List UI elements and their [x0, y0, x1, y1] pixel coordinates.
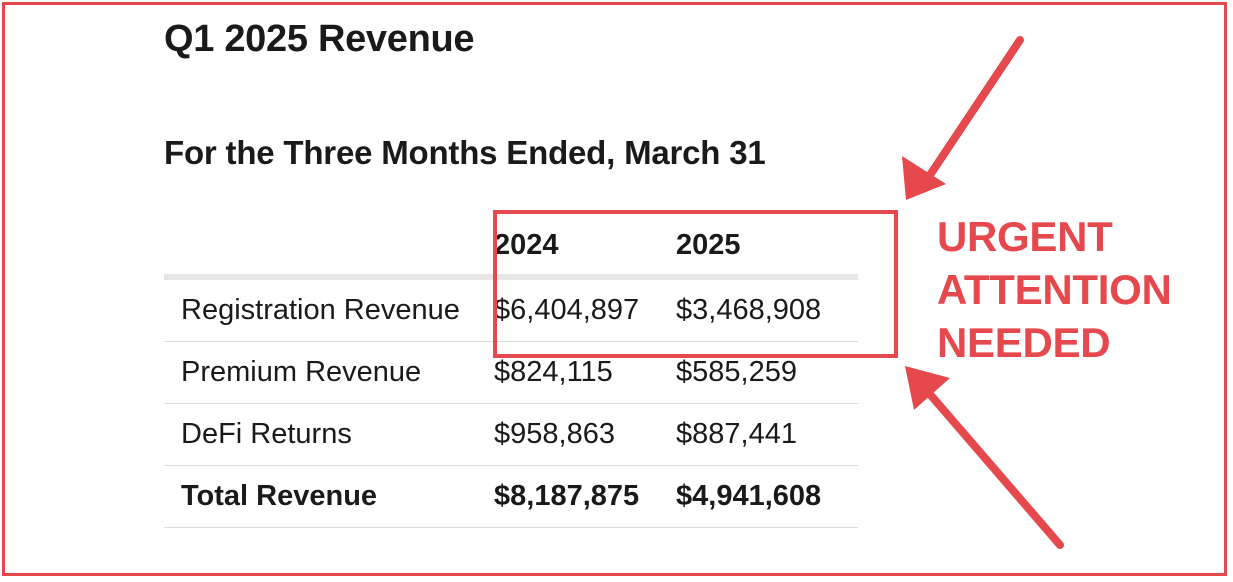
column-header-2025: 2025 — [676, 216, 858, 280]
highlight-box — [493, 210, 898, 358]
value-2025: $887,441 — [676, 403, 858, 466]
table-row: Registration Revenue $6,404,897 $3,468,9… — [164, 277, 858, 342]
table-row: DeFi Returns $958,863 $887,441 — [164, 403, 858, 466]
page-subtitle: For the Three Months Ended, March 31 — [164, 134, 766, 171]
page-title: Q1 2025 Revenue — [164, 18, 475, 60]
value-2025: $4,941,608 — [676, 465, 858, 528]
row-label: Premium Revenue — [164, 341, 494, 404]
value-2025: $585,259 — [676, 341, 858, 404]
value-2025: $3,468,908 — [676, 277, 858, 342]
column-header-2024: 2024 — [494, 216, 676, 280]
table-row-total: Total Revenue $8,187,875 $4,941,608 — [164, 465, 858, 528]
value-2024: $8,187,875 — [494, 465, 676, 528]
revenue-table: 2024 2025 Registration Revenue $6,404,89… — [164, 216, 858, 528]
value-2024: $6,404,897 — [494, 277, 676, 342]
table-row: Premium Revenue $824,115 $585,259 — [164, 341, 858, 404]
value-2024: $958,863 — [494, 403, 676, 466]
row-label: Total Revenue — [164, 465, 494, 528]
callout-line: NEEDED — [937, 319, 1111, 366]
column-header-label — [164, 216, 494, 280]
urgent-callout: URGENT ATTENTION NEEDED — [937, 210, 1172, 369]
value-2024: $824,115 — [494, 341, 676, 404]
callout-line: ATTENTION — [937, 266, 1172, 313]
row-label: DeFi Returns — [164, 403, 494, 466]
annotation-frame — [2, 2, 1227, 576]
table-header-row: 2024 2025 — [164, 216, 858, 280]
callout-line: URGENT — [937, 213, 1113, 260]
row-label: Registration Revenue — [164, 277, 494, 342]
